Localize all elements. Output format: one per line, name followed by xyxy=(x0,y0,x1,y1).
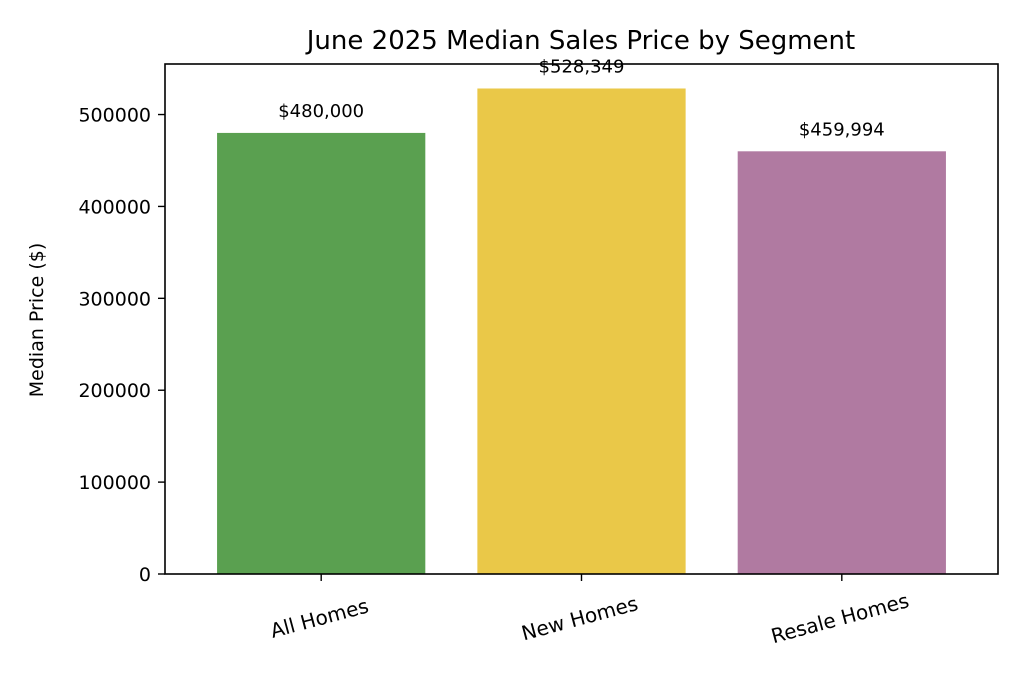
x-tick-label: Resale Homes xyxy=(768,588,911,648)
y-tick-label: 0 xyxy=(139,564,151,586)
x-tick-label: All Homes xyxy=(268,594,371,643)
y-axis-ticks: 0 100000 200000 300000 400000 500000 xyxy=(78,105,165,586)
y-tick-label: 400000 xyxy=(78,196,151,218)
bar-value-label: $528,349 xyxy=(539,56,625,77)
bar xyxy=(477,88,686,574)
bar xyxy=(737,151,946,575)
y-tick-label: 500000 xyxy=(78,105,151,127)
bar-value-labels: $480,000 $528,349 $459,994 xyxy=(278,56,885,140)
plot-frame xyxy=(164,63,999,575)
x-tick-label: New Homes xyxy=(519,591,641,645)
chart-title: June 2025 Median Sales Price by Segment xyxy=(305,26,855,56)
y-tick-label: 100000 xyxy=(78,472,151,494)
x-axis-ticks: All Homes New Homes Resale Homes xyxy=(268,574,912,648)
y-tick-label: 300000 xyxy=(78,288,151,310)
bars-group xyxy=(217,88,946,575)
y-tick-label: 200000 xyxy=(78,380,151,402)
bar-value-label: $480,000 xyxy=(278,101,364,122)
y-axis-label: Median Price ($) xyxy=(26,243,48,397)
bar xyxy=(217,132,426,574)
bar-value-label: $459,994 xyxy=(799,119,885,140)
